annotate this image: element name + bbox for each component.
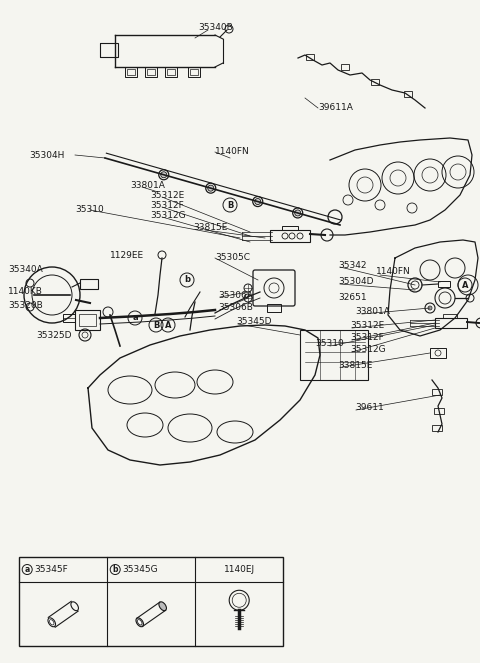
Bar (100, 43, 118, 57)
Ellipse shape (48, 618, 56, 627)
Text: b: b (112, 565, 118, 574)
Bar (267, 304, 281, 312)
Circle shape (208, 185, 214, 191)
Text: 39611: 39611 (355, 404, 384, 412)
Ellipse shape (136, 618, 144, 627)
Text: 35312F: 35312F (350, 333, 384, 343)
Text: 32651: 32651 (338, 294, 367, 302)
Text: 33801A: 33801A (355, 308, 390, 316)
Text: 35340B: 35340B (198, 23, 233, 32)
Bar (435, 318, 467, 328)
Text: 35340A: 35340A (8, 265, 43, 274)
Text: 35304D: 35304D (338, 278, 373, 286)
Bar (443, 314, 457, 318)
Bar (145, 67, 157, 77)
Text: 35345D: 35345D (236, 318, 272, 326)
Text: 1140EJ: 1140EJ (224, 565, 255, 574)
Circle shape (255, 198, 261, 205)
Text: B: B (227, 200, 233, 210)
Text: 35312G: 35312G (350, 345, 385, 355)
Text: 35312E: 35312E (150, 190, 184, 200)
Ellipse shape (159, 602, 167, 611)
Text: 33801A: 33801A (130, 180, 165, 190)
Text: 35345G: 35345G (122, 565, 158, 574)
Text: 1129EE: 1129EE (110, 251, 144, 259)
Bar (19, 557, 283, 646)
Circle shape (428, 306, 432, 310)
Bar (430, 348, 446, 358)
Text: B: B (153, 320, 159, 330)
Text: b: b (184, 276, 190, 284)
Text: A: A (165, 320, 171, 330)
Ellipse shape (137, 620, 142, 625)
Text: 35310: 35310 (75, 206, 104, 215)
Bar (188, 67, 200, 77)
Text: 35312G: 35312G (150, 210, 186, 219)
Text: 35310: 35310 (315, 339, 344, 349)
Bar (75, 310, 100, 330)
Bar (371, 79, 379, 85)
Bar (341, 64, 349, 70)
Text: 35312F: 35312F (150, 200, 184, 210)
Text: 35345F: 35345F (34, 565, 68, 574)
Bar (438, 281, 450, 287)
Text: 1140KB: 1140KB (8, 288, 43, 296)
Bar (270, 230, 310, 242)
Text: 1140FN: 1140FN (376, 267, 411, 276)
Bar (306, 54, 314, 60)
Bar (63, 314, 75, 322)
Bar (282, 226, 298, 230)
Text: 35305C: 35305C (215, 253, 250, 263)
Bar (127, 69, 135, 75)
Text: 39611A: 39611A (318, 103, 353, 113)
Text: 33815E: 33815E (193, 223, 228, 233)
Text: 35320B: 35320B (8, 300, 43, 310)
Bar (80, 279, 98, 289)
Bar (432, 389, 442, 395)
Bar (167, 69, 175, 75)
Bar (147, 69, 155, 75)
Text: a: a (132, 314, 138, 322)
Bar (432, 425, 442, 431)
Text: 35325D: 35325D (36, 330, 72, 339)
Circle shape (161, 172, 167, 178)
Text: 35306B: 35306B (218, 304, 253, 312)
Text: 35304H: 35304H (29, 151, 64, 160)
Bar (404, 91, 412, 97)
Bar (300, 330, 368, 380)
Text: 35312E: 35312E (350, 322, 384, 330)
Bar (79, 314, 96, 326)
Text: 33815E: 33815E (338, 361, 372, 369)
Circle shape (295, 210, 300, 216)
Bar (434, 408, 444, 414)
Bar (125, 67, 137, 77)
Bar (165, 67, 177, 77)
Text: 1140FN: 1140FN (215, 147, 250, 156)
Text: 35306A: 35306A (218, 290, 253, 300)
Bar (190, 69, 198, 75)
Text: A: A (462, 280, 468, 290)
Text: 35342: 35342 (338, 261, 367, 269)
Text: a: a (24, 565, 30, 574)
